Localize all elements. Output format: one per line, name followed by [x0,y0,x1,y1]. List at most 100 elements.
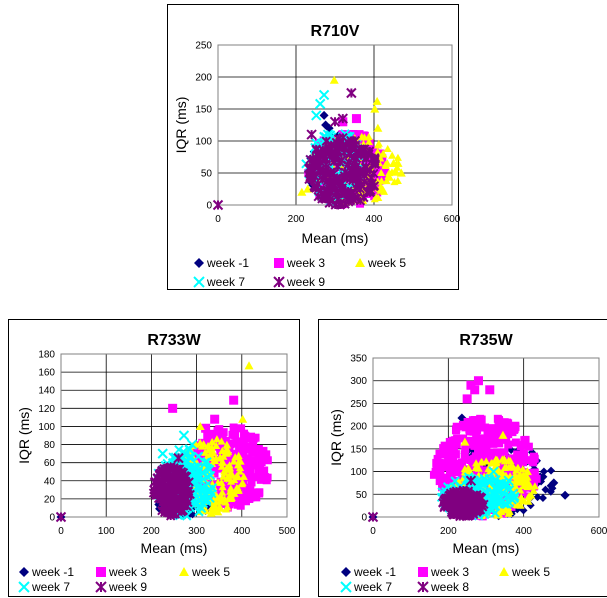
chart-1-legend-marker-2 [179,567,189,576]
chart-0-series-2-point [297,187,307,196]
chart-0-series-4-point [359,170,370,181]
chart-2-series-1-point [482,436,491,445]
chart-panel-r733w: R733W 0 20 40 60 80 100 120 140 160 180 0 100 200 300 4… [8,319,300,597]
chart-1-series-4-point [161,486,171,497]
chart-1-series-2-point [218,446,227,454]
chart-1-series-2-point [238,414,248,423]
chart-0-series-2-point [329,75,339,84]
chart-1-series-2-point [225,461,234,469]
chart-2-series-2-point [491,455,500,463]
chart-0-series-4-point [339,171,350,181]
chart-1-ytick-label: 120 [38,404,55,415]
chart-2-xtick-label: 600 [591,526,607,537]
chart-2-legend-label-3: week 7 [353,580,392,594]
chart-2-legend-item-0: week -1 [341,565,396,579]
chart-0-xtick-label: 600 [444,214,461,225]
chart-1-series-3-point [157,448,168,459]
chart-0-xtick-label: 0 [215,214,221,225]
chart-0-legend: week -1 week 3 week 5 week 7 week 9 [193,256,406,289]
chart-2-legend-item-1: week 3 [418,565,469,579]
chart-1-series-1-point [236,492,245,501]
chart-1-series-1-point [223,482,232,491]
chart-2-xtick-label: 0 [370,526,376,537]
chart-0-series-4-point [306,129,317,140]
chart-0-xtick-label: 200 [288,214,305,225]
chart-0-series-2-point [382,176,391,185]
chart-2-series-1-point [513,450,522,459]
chart-1-series-4-point [154,470,164,480]
chart-2-series-1-point [437,459,446,468]
chart-1-series-2-point [236,457,245,465]
chart-2-series-1-point [445,451,454,460]
chart-1-series-3-point [198,483,208,493]
chart-1-series-2-point [229,457,238,465]
chart-1-series-2-point [207,443,216,451]
chart-0-ytick-label: 100 [195,137,212,148]
chart-2-ytick-label: 250 [350,399,367,410]
chart-0-series-2-point [393,163,402,171]
chart-0-series-2-point [372,96,382,105]
chart-2-series-2-point [513,474,522,482]
chart-0-ytick-label: 150 [195,105,212,116]
chart-2-series-1-point [472,470,481,479]
chart-2-ytick-label: 150 [350,444,367,455]
chart-1-legend-label-1: week 3 [108,565,147,579]
chart-0-legend-item-2: week 5 [355,256,406,270]
chart-0-series-2-point [365,137,374,146]
chart-2-series-1-point [524,442,533,451]
chart-0-series-4-point [309,182,320,193]
chart-0-series-4-point [329,116,341,128]
chart-1-xtick-label: 100 [98,526,115,537]
chart-2-series-1-point [451,436,460,445]
chart-2-series-1-point [466,380,476,390]
chart-0-series-4-point [348,191,359,201]
chart-1-series-1-point [229,463,238,472]
chart-0-ytick-label: 200 [195,73,212,84]
chart-2-series-2-point [498,430,508,439]
chart-2-series-1-point [530,454,539,463]
chart-0-series-1-point [355,130,364,139]
chart-1-legend: week -1 week 3 week 5 week 7 week 9 [18,565,230,594]
chart-1-series-2-point [221,498,230,506]
chart-2-series-1-point [470,415,479,424]
chart-1-series-1-point [225,500,234,509]
chart-1-series-2-point [226,484,235,492]
chart-2-series-2-point [492,459,501,467]
chart-2-x-axis-label: Mean (ms) [453,540,520,556]
chart-2-legend-label-2: week 5 [511,565,550,579]
chart-1-series-1-point [207,432,216,441]
chart-2-series-1-point [466,436,475,445]
chart-2-series-1-point [450,461,459,470]
chart-2-series-4-point [367,511,379,523]
chart-1-series-3-point [206,486,216,496]
chart-2-series-1-point [465,425,474,434]
chart-2-series-1-point [462,394,472,404]
chart-1-series-2-point [236,463,245,471]
chart-1-series-1-point [244,462,253,471]
chart-1-series-1-point [244,472,253,481]
chart-2-series-1-point [519,449,528,458]
chart-0-series-0-point [321,120,331,130]
chart-2-series-1-point [489,439,498,448]
chart-2-series-1-point [452,468,461,477]
chart-0-series-2-point [383,159,392,167]
chart-0-legend-label-0: week -1 [206,256,249,270]
chart-2-series-1-point [512,456,521,465]
chart-0-series-4-point [325,186,336,196]
chart-2-series-1-point [459,422,468,431]
chart-2-ytick-label: 200 [350,422,367,433]
chart-2-series-1-point [532,474,541,483]
chart-0-title: R710V [311,23,360,40]
chart-1-series-1-point [252,473,261,482]
chart-1-series-1-point [213,487,222,496]
chart-1-series-1-point [229,395,239,405]
scatter-chart-r735w: R735W 0 50 100 150 200 250 300 350 0 200 400 600 Mean… [328,332,607,594]
chart-2-series-4 [367,475,489,523]
chart-0-series-4-point [369,181,380,191]
chart-1-series-1-point [255,456,264,465]
chart-2-series-2-point [529,486,538,494]
chart-0-series-4-point [304,174,314,185]
chart-0-series-4-point [336,183,346,194]
chart-2-series-3-point [490,508,500,518]
chart-2-y-axis-label: IQR (ms) [328,409,344,466]
